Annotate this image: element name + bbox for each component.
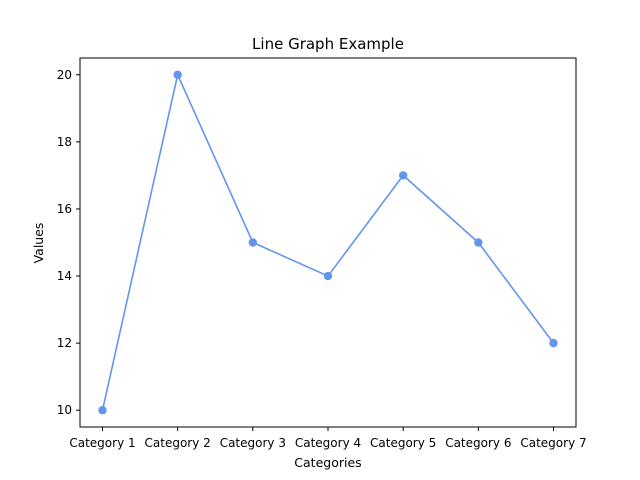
x-tick-label: Category 7 — [520, 436, 586, 450]
x-tick-label: Category 2 — [145, 436, 211, 450]
chart-title: Line Graph Example — [252, 35, 404, 53]
y-axis-label: Values — [31, 223, 46, 264]
x-tick-label: Category 5 — [370, 436, 436, 450]
data-point — [549, 338, 558, 348]
x-tick-label: Category 6 — [445, 436, 511, 450]
y-tick-label: 16 — [57, 202, 72, 216]
x-tick-label: Category 1 — [69, 436, 135, 450]
data-point — [398, 171, 408, 180]
x-axis: Category 1 Category 2 Category 3 Category 4… — [69, 427, 587, 450]
series-layer — [98, 70, 558, 415]
y-tick-label: 18 — [57, 135, 72, 149]
y-axis: 10 12 14 16 18 20 — [57, 68, 80, 417]
data-point — [98, 406, 107, 415]
x-axis-label: Categories — [294, 455, 361, 470]
data-point — [474, 238, 483, 247]
x-tick-label: Category 4 — [295, 436, 361, 450]
x-tick-label: Category 3 — [220, 436, 286, 450]
y-tick-label: 14 — [57, 269, 72, 283]
y-tick-label: 12 — [57, 336, 72, 350]
y-tick-label: 20 — [57, 68, 72, 82]
data-point — [173, 70, 182, 79]
data-point — [248, 238, 258, 247]
data-point — [323, 271, 333, 281]
y-tick-label: 10 — [57, 403, 72, 417]
